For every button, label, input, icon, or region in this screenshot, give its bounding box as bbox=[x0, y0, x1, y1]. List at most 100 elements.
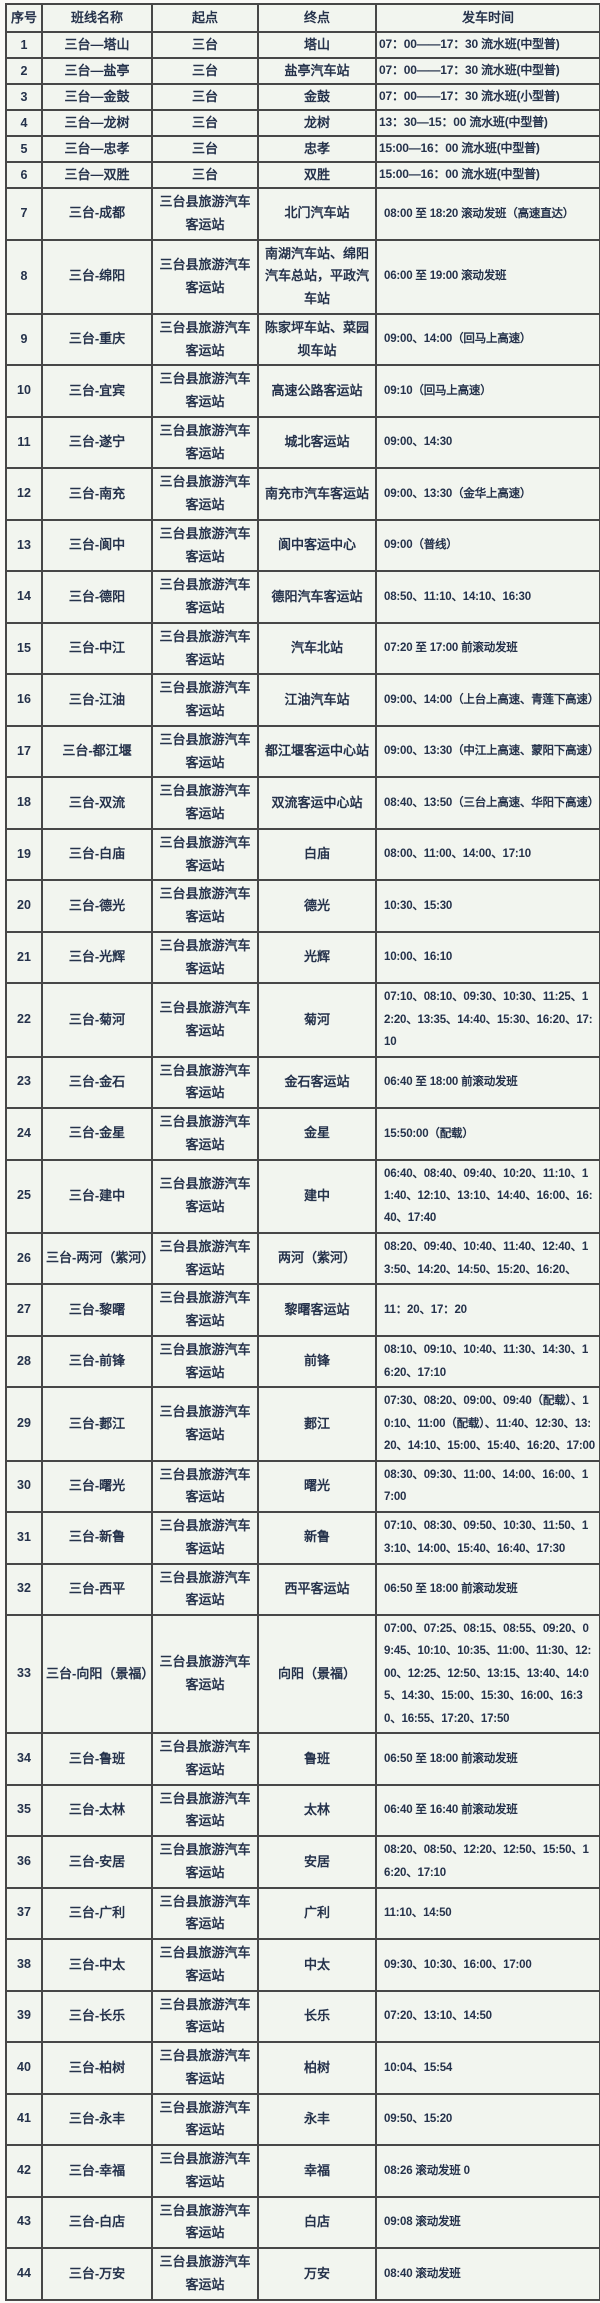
origin-cell: 三台 bbox=[151, 161, 259, 189]
row-number-cell: 3 bbox=[5, 83, 43, 111]
origin-cell: 三台县旅游汽车客运站 bbox=[151, 1835, 259, 1889]
departure-time-cell: 09:00、13:30（中江上高速、蒙阳下高速） bbox=[375, 724, 600, 779]
route-name-cell: 三台-长乐 bbox=[41, 1989, 153, 2044]
origin-cell: 三台县旅游汽车客运站 bbox=[151, 776, 259, 830]
destination-cell: 前锋 bbox=[257, 1334, 377, 1389]
table-row: 27 三台-黎曙 三台县旅游汽车客运站 黎曙客运站 11：20、17：20 bbox=[5, 1283, 600, 1337]
destination-cell: 白庙 bbox=[257, 827, 377, 882]
destination-cell: 忠孝 bbox=[257, 135, 377, 163]
table-row: 24 三台-金星 三台县旅游汽车客运站 金星 15:50:00（配载） bbox=[5, 1107, 600, 1161]
departure-time-cell: 07:30、08:20、09:00、09:40（配载）、10:10、11:00（… bbox=[375, 1386, 600, 1462]
origin-cell: 三台县旅游汽车客运站 bbox=[151, 1614, 259, 1735]
route-name-cell: 三台-安居 bbox=[41, 1835, 153, 1889]
row-number-cell: 43 bbox=[5, 2195, 43, 2250]
destination-cell: 南充市汽车客运站 bbox=[257, 467, 377, 521]
route-name-cell: 三台-永丰 bbox=[41, 2092, 153, 2147]
route-name-cell: 三台-前锋 bbox=[41, 1334, 153, 1389]
route-name-cell: 三台—龙树 bbox=[41, 109, 153, 137]
table-row: 2 三台—盐亭 三台 盐亭汽车站 07：00——17：30 流水班(中型普) bbox=[5, 57, 600, 85]
row-number-cell: 40 bbox=[5, 2041, 43, 2095]
departure-time-cell: 06:50 至 18:00 前滚动发班 bbox=[375, 1732, 600, 1786]
departure-time-cell: 09:50、15:20 bbox=[375, 2092, 600, 2147]
departure-time-cell: 07：00——17：30 流水班(小型普) bbox=[375, 83, 600, 111]
table-row: 21 三台-光辉 三台县旅游汽车客运站 光辉 10:00、16:10 bbox=[5, 930, 600, 985]
destination-cell: 南湖汽车站、绵阳汽车总站，平政汽车站 bbox=[257, 238, 377, 315]
departure-time-cell: 10:30、15:30 bbox=[375, 879, 600, 933]
table-row: 29 三台-郪江 三台县旅游汽车客运站 郪江 07:30、08:20、09:00、09:… bbox=[5, 1386, 600, 1462]
departure-time-cell: 07：00——17：30 流水班(中型普) bbox=[375, 31, 600, 59]
route-name-cell: 三台-新鲁 bbox=[41, 1511, 153, 1565]
table-row: 40 三台-柏树 三台县旅游汽车客运站 柏树 10:04、15:54 bbox=[5, 2041, 600, 2095]
origin-cell: 三台县旅游汽车客运站 bbox=[151, 518, 259, 573]
destination-cell: 盐亭汽车站 bbox=[257, 57, 377, 85]
route-name-cell: 三台-阆中 bbox=[41, 518, 153, 573]
column-header-dest: 终点 bbox=[257, 3, 377, 33]
destination-cell: 曙光 bbox=[257, 1459, 377, 1514]
departure-time-cell: 08:00 至 18:20 滚动发班（高速直达） bbox=[375, 187, 600, 241]
table-row: 8 三台-绵阳 三台县旅游汽车客运站 南湖汽车站、绵阳汽车总站，平政汽车站 06:00 … bbox=[5, 238, 600, 315]
row-number-cell: 4 bbox=[5, 109, 43, 137]
origin-cell: 三台县旅游汽车客运站 bbox=[151, 1732, 259, 1786]
origin-cell: 三台县旅游汽车客运站 bbox=[151, 312, 259, 367]
departure-time-cell: 06:40 至 18:00 前滚动发班 bbox=[375, 1055, 600, 1110]
departure-time-cell: 06:00 至 19:00 滚动发班 bbox=[375, 238, 600, 315]
destination-cell: 塔山 bbox=[257, 31, 377, 59]
departure-time-cell: 06:40 至 16:40 前滚动发班 bbox=[375, 1783, 600, 1838]
row-number-cell: 27 bbox=[5, 1283, 43, 1337]
origin-cell: 三台县旅游汽车客运站 bbox=[151, 724, 259, 779]
row-number-cell: 41 bbox=[5, 2092, 43, 2147]
origin-cell: 三台县旅游汽车客运站 bbox=[151, 1783, 259, 1838]
table-row: 26 三台-两河（紫河） 三台县旅游汽车客运站 两河（紫河） 08:20、09:40、1… bbox=[5, 1231, 600, 1286]
row-number-cell: 26 bbox=[5, 1231, 43, 1286]
row-number-cell: 9 bbox=[5, 312, 43, 367]
route-name-cell: 三台-宜宾 bbox=[41, 364, 153, 418]
destination-cell: 向阳（景福） bbox=[257, 1614, 377, 1735]
destination-cell: 龙树 bbox=[257, 109, 377, 137]
destination-cell: 双胜 bbox=[257, 161, 377, 189]
origin-cell: 三台 bbox=[151, 31, 259, 59]
table-row: 38 三台-中太 三台县旅游汽车客运站 中太 09:30、10:30、16:00、17:… bbox=[5, 1938, 600, 1992]
table-row: 12 三台-南充 三台县旅游汽车客运站 南充市汽车客运站 09:00、13:30（金华上… bbox=[5, 467, 600, 521]
row-number-cell: 18 bbox=[5, 776, 43, 830]
destination-cell: 汽车北站 bbox=[257, 621, 377, 676]
destination-cell: 光辉 bbox=[257, 930, 377, 985]
departure-time-cell: 09:00、14:00（回马上高速） bbox=[375, 312, 600, 367]
departure-time-cell: 08:26 滚动发班 0 bbox=[375, 2144, 600, 2198]
table-row: 4 三台—龙树 三台 龙树 13：30—15：00 流水班(中型普) bbox=[5, 109, 600, 137]
origin-cell: 三台县旅游汽车客运站 bbox=[151, 1334, 259, 1389]
row-number-cell: 16 bbox=[5, 673, 43, 727]
route-name-cell: 三台-柏树 bbox=[41, 2041, 153, 2095]
departure-time-cell: 15:00—16：00 流水班(中型普) bbox=[375, 161, 600, 189]
departure-time-cell: 06:50 至 18:00 前滚动发班 bbox=[375, 1562, 600, 1617]
route-name-cell: 三台-建中 bbox=[41, 1158, 153, 1234]
origin-cell: 三台县旅游汽车客运站 bbox=[151, 364, 259, 418]
departure-time-cell: 11:10、14:50 bbox=[375, 1886, 600, 1941]
destination-cell: 金石客运站 bbox=[257, 1055, 377, 1110]
row-number-cell: 13 bbox=[5, 518, 43, 573]
route-name-cell: 三台-两河（紫河） bbox=[41, 1231, 153, 1286]
origin-cell: 三台县旅游汽车客运站 bbox=[151, 570, 259, 624]
destination-cell: 鲁班 bbox=[257, 1732, 377, 1786]
row-number-cell: 38 bbox=[5, 1938, 43, 1992]
row-number-cell: 24 bbox=[5, 1107, 43, 1161]
destination-cell: 长乐 bbox=[257, 1989, 377, 2044]
table-row: 31 三台-新鲁 三台县旅游汽车客运站 新鲁 07:10、08:30、09:50、10:… bbox=[5, 1511, 600, 1565]
route-name-cell: 三台-太林 bbox=[41, 1783, 153, 1838]
table-row: 44 三台-万安 三台县旅游汽车客运站 万安 08:40 滚动发班 bbox=[5, 2247, 600, 2301]
route-name-cell: 三台—双胜 bbox=[41, 161, 153, 189]
table-row: 9 三台-重庆 三台县旅游汽车客运站 陈家坪车站、菜园坝车站 09:00、14:00（回… bbox=[5, 312, 600, 367]
destination-cell: 郪江 bbox=[257, 1386, 377, 1462]
route-name-cell: 三台-重庆 bbox=[41, 312, 153, 367]
origin-cell: 三台 bbox=[151, 57, 259, 85]
schedule-body: 1 三台—塔山 三台 塔山 07：00——17：30 流水班(中型普) 2 三台—盐亭 三台盐… bbox=[5, 31, 600, 2301]
destination-cell: 北门汽车站 bbox=[257, 187, 377, 241]
route-name-cell: 三台-成都 bbox=[41, 187, 153, 241]
route-name-cell: 三台—塔山 bbox=[41, 31, 153, 59]
row-number-cell: 29 bbox=[5, 1386, 43, 1462]
destination-cell: 双流客运中心站 bbox=[257, 776, 377, 830]
row-number-cell: 12 bbox=[5, 467, 43, 521]
origin-cell: 三台县旅游汽车客运站 bbox=[151, 1283, 259, 1337]
departure-time-cell: 08:00、11:00、14:00、17:10 bbox=[375, 827, 600, 882]
table-row: 10 三台-宜宾 三台县旅游汽车客运站 高速公路客运站 09:10（回马上高速） bbox=[5, 364, 600, 418]
